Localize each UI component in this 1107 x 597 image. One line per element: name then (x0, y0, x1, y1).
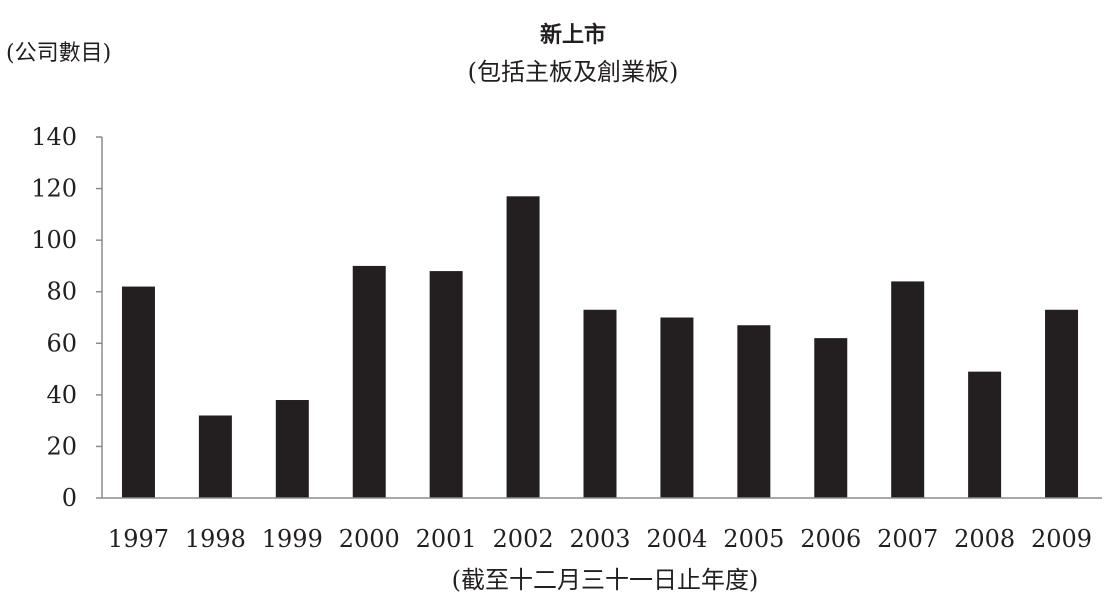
bar-2005 (737, 325, 771, 498)
x-tick-label: 1997 (108, 525, 169, 553)
y-tick-label: 40 (46, 381, 77, 409)
x-tick-label: 2006 (800, 525, 861, 553)
x-tick-label: 1998 (185, 525, 246, 553)
x-tick-label: 2009 (1031, 525, 1092, 553)
x-tick-label: 2000 (339, 525, 400, 553)
bar-2009 (1045, 309, 1079, 498)
bar-2001 (429, 271, 463, 498)
y-tick-label: 20 (46, 432, 77, 460)
y-axis: 0 20 40 60 80 100 120 140 (31, 123, 103, 512)
bar-1997 (121, 286, 155, 498)
bar-2006 (814, 338, 848, 498)
bar-2004 (660, 317, 694, 498)
x-tick-label: 2008 (954, 525, 1015, 553)
y-axis-label: (公司數目) (6, 41, 111, 66)
x-tick-label: 2007 (877, 525, 938, 553)
bar-1998 (198, 415, 232, 498)
x-tick-label: 2002 (493, 525, 554, 553)
y-tick-label: 80 (46, 278, 77, 306)
x-tick-label: 2001 (416, 525, 477, 553)
bars (121, 196, 1079, 499)
bar-2008 (968, 371, 1002, 498)
x-tick-label: 2003 (569, 525, 630, 553)
bar-2000 (352, 265, 386, 498)
x-tick-label: 2005 (723, 525, 784, 553)
x-tick-label: 1999 (262, 525, 323, 553)
x-tick-label: 2004 (646, 525, 707, 553)
y-tick-label: 120 (31, 175, 77, 203)
bar-2003 (583, 309, 617, 498)
chart-subtitle: (包括主板及創業板) (468, 58, 679, 86)
x-axis-label: (截至十二月三十一日止年度) (452, 566, 759, 594)
y-tick-label: 0 (62, 484, 77, 512)
x-axis: 1997 1998 1999 2000 2001 2002 2003 2004 2005 2006… (102, 497, 1102, 553)
bar-2007 (891, 281, 925, 498)
bar-1999 (275, 400, 309, 498)
y-tick-label: 60 (46, 329, 77, 357)
y-tick-label: 140 (31, 123, 77, 151)
chart-title: 新上市 (540, 22, 606, 48)
bar-2002 (506, 196, 540, 499)
y-tick-label: 100 (31, 226, 77, 254)
